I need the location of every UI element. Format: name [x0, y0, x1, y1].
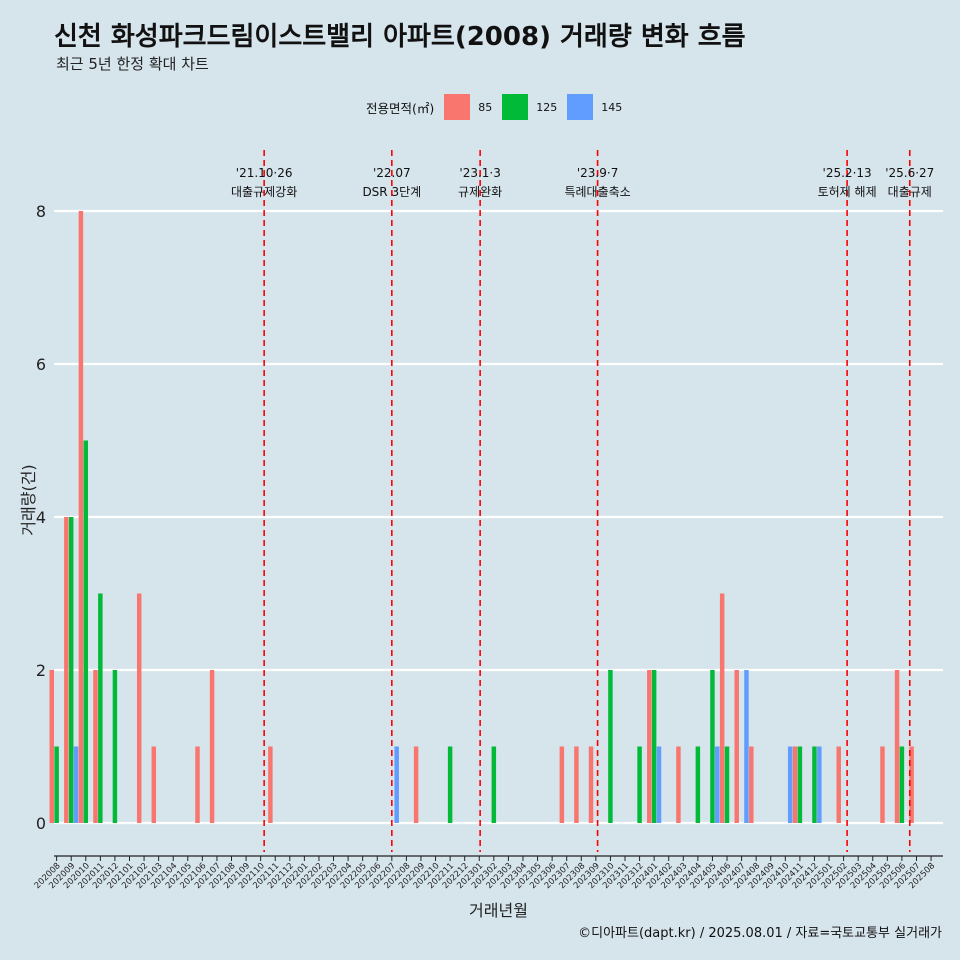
bar-125: [447, 746, 453, 823]
bar-125: [797, 746, 803, 823]
bar-125: [491, 746, 497, 823]
legend-label-145: 145: [601, 100, 623, 114]
bar-125: [812, 746, 817, 823]
bar-125: [710, 670, 715, 823]
bar-125: [68, 517, 74, 823]
bar-85: [676, 746, 681, 823]
y-tick-label: 2: [36, 661, 46, 680]
chart-title: 신천 화성파크드림이스트밸리 아파트(2008) 거래량 변화 흐름: [54, 22, 746, 52]
legend-item-85: 85: [444, 94, 492, 120]
bar-85: [151, 746, 157, 823]
bar-145: [817, 746, 822, 823]
source-caption: ©디아파트(dapt.kr) / 2025.08.01 / 자료=국토교통부 실…: [578, 926, 942, 941]
legend-swatch-85: [444, 94, 471, 120]
legend-item-125: 125: [502, 94, 557, 120]
event-date: '25.6·27: [885, 166, 934, 180]
bar-85: [880, 746, 885, 823]
bar-145: [787, 746, 793, 823]
legend-item-145: 145: [567, 94, 622, 120]
bar-125: [651, 670, 657, 823]
bar-85: [909, 746, 914, 823]
bar-85: [836, 746, 841, 823]
event-label: 대출규제강화: [231, 185, 297, 199]
y-tick-label: 8: [36, 202, 46, 221]
event-label: 대출규제: [888, 185, 932, 199]
bar-125: [695, 746, 701, 823]
legend-label-85: 85: [478, 100, 493, 114]
event-date: '21.10·26: [236, 166, 293, 180]
bar-125: [637, 746, 642, 823]
bar-85: [894, 670, 900, 823]
bar-145: [744, 670, 749, 823]
bar-125: [608, 670, 613, 823]
event-label: 토허제 해제: [818, 185, 877, 199]
bar-85: [647, 670, 652, 823]
bar-85: [136, 593, 142, 823]
event-date: '23.9·7: [577, 166, 618, 180]
legend-label-125: 125: [536, 100, 558, 114]
bar-125: [724, 746, 730, 823]
y-tick-label: 6: [36, 355, 46, 374]
bar-85: [268, 746, 273, 823]
bar-85: [413, 746, 419, 823]
bar-85: [93, 670, 98, 823]
event-label: 특례대출축소: [564, 185, 630, 199]
legend-title: 전용면적(㎡): [366, 100, 435, 116]
legend: 전용면적(㎡) 85 125 145: [366, 94, 632, 120]
event-date: '22.07: [373, 166, 411, 180]
bar-85: [195, 746, 200, 823]
legend-swatch-125: [502, 94, 529, 120]
bar-85: [749, 746, 754, 823]
y-axis-title: 거래량(건): [19, 464, 38, 535]
bar-85: [588, 746, 594, 823]
chart-subtitle: 최근 5년 한정 확대 차트: [56, 55, 209, 73]
bar-85: [78, 211, 84, 823]
bar-85: [792, 746, 798, 823]
bar-85: [719, 593, 725, 823]
bar-125: [112, 670, 118, 823]
event-label: DSR 3단계: [362, 185, 421, 199]
bar-85: [49, 670, 54, 823]
bar-85: [559, 746, 565, 823]
bar-145: [73, 746, 79, 823]
event-date: '25.2·13: [823, 166, 872, 180]
bar-125: [98, 593, 103, 823]
legend-swatch-145: [567, 94, 594, 120]
bar-85: [209, 670, 215, 823]
bar-125: [899, 746, 905, 823]
y-tick-label: 0: [36, 814, 46, 833]
bar-145: [656, 746, 662, 823]
bar-125: [54, 746, 59, 823]
bar-145: [394, 746, 399, 823]
event-label: 규제완화: [458, 185, 502, 199]
x-axis-title: 거래년월: [469, 901, 528, 920]
bar-125: [83, 440, 89, 823]
bar-85: [64, 517, 69, 823]
y-tick-label: 4: [36, 508, 46, 527]
bar-145: [715, 746, 720, 823]
bar-85: [734, 670, 739, 823]
event-date: '23.1·3: [459, 166, 500, 180]
bar-85: [574, 746, 579, 823]
